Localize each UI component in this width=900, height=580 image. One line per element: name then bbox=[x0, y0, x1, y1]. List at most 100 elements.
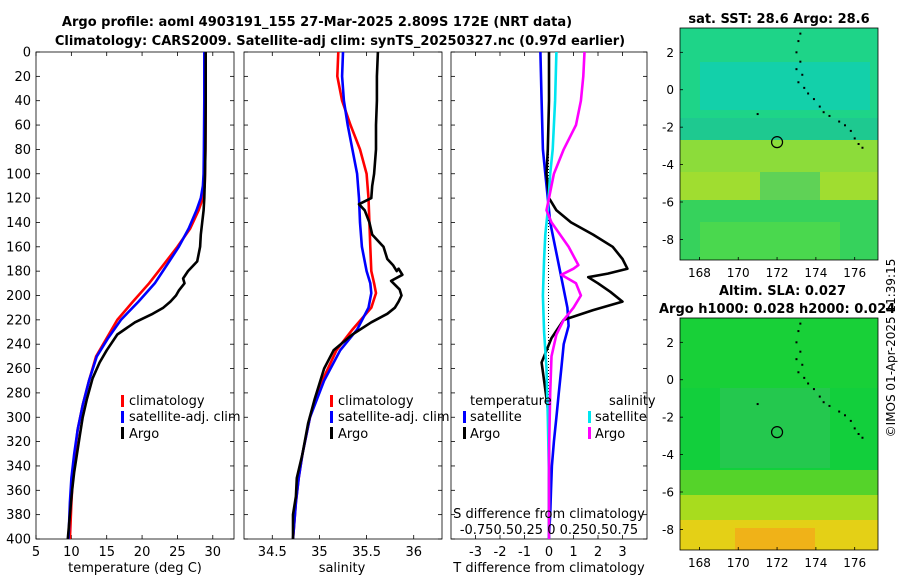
depth-tick-label: 320 bbox=[6, 435, 31, 450]
sla-map-island bbox=[812, 388, 815, 391]
sst-map-island bbox=[795, 68, 798, 71]
difference-xtick-label: 0 bbox=[545, 545, 553, 560]
depth-tick-label: 340 bbox=[6, 459, 31, 474]
salinity-legend: climatology satellite-adj. clim Argo bbox=[330, 394, 450, 442]
legend-swatch-t-satellite bbox=[463, 411, 466, 423]
sla-map-island bbox=[828, 404, 831, 407]
temperature-xtick-label: 20 bbox=[134, 545, 151, 560]
sla-map-ytick-label: 0 bbox=[666, 373, 674, 387]
sla-map-xtick-label: 176 bbox=[843, 556, 866, 570]
sst-map-xtick-label: 168 bbox=[688, 266, 711, 280]
sla-map-island bbox=[822, 401, 825, 404]
depth-tick-label: 100 bbox=[6, 167, 31, 182]
sla-map-ytick-label: -2 bbox=[662, 411, 674, 425]
sst-heatmap bbox=[680, 28, 878, 260]
difference-xtick-label: -3 bbox=[469, 545, 482, 560]
legend-swatch-t-argo bbox=[463, 427, 466, 439]
sla-map-island bbox=[861, 436, 864, 439]
legend-label: climatology bbox=[338, 394, 414, 409]
sla-map-xtick-label: 172 bbox=[766, 556, 789, 570]
sla-map-island bbox=[799, 322, 802, 325]
difference-series-s-satellite bbox=[541, 52, 558, 539]
sla-map-island bbox=[799, 350, 802, 353]
depth-tick-label: 240 bbox=[6, 338, 31, 353]
sst-map-island bbox=[853, 137, 856, 140]
legend-swatch-s-argo bbox=[588, 427, 591, 439]
sst-map-island bbox=[797, 81, 800, 84]
sla-map-island bbox=[844, 414, 846, 417]
depth-tick-label: 60 bbox=[14, 119, 31, 134]
temperature-legend: climatology satellite-adj. clim Argo bbox=[121, 394, 241, 442]
salinity-xtick-label: 35.5 bbox=[352, 545, 381, 560]
sst-map-island bbox=[838, 120, 841, 123]
difference-xtick-label: 3 bbox=[618, 545, 626, 560]
sla-map-island bbox=[797, 371, 800, 374]
legend-label: climatology bbox=[129, 394, 205, 409]
sst-map-island bbox=[849, 129, 852, 132]
sst-map-title: sat. SST: 28.6 Argo: 28.6 bbox=[688, 12, 869, 27]
temperature-xtick-label: 15 bbox=[98, 545, 115, 560]
salinity-xtick-label: 35 bbox=[311, 545, 328, 560]
sla-map-xtick-label: 168 bbox=[688, 556, 711, 570]
sst-map-island bbox=[803, 86, 806, 89]
difference-xtick-label: 2 bbox=[594, 545, 602, 560]
sst-map-xtick-label: 172 bbox=[766, 266, 789, 280]
legend-swatch-s-satellite bbox=[588, 411, 591, 423]
depth-tick-label: 180 bbox=[6, 265, 31, 280]
legend-label: Argo bbox=[470, 427, 500, 442]
sst-map-island bbox=[756, 113, 759, 116]
legend-label: Argo bbox=[338, 427, 368, 442]
legend-swatch-argo bbox=[121, 427, 124, 439]
sla-map-title-2: Argo h1000: 0.028 h2000: 0.024 bbox=[659, 302, 895, 317]
sla-map-island bbox=[756, 403, 759, 406]
salinity-axes bbox=[243, 51, 443, 540]
sst-map-island bbox=[844, 124, 846, 127]
sla-map-island bbox=[849, 419, 852, 422]
sst-map-ytick-label: -8 bbox=[662, 233, 674, 247]
sst-map-ytick-label: -6 bbox=[662, 196, 674, 210]
depth-tick-label: 120 bbox=[6, 192, 31, 207]
difference-xtick-label: 1 bbox=[569, 545, 577, 560]
temperature-xtick-label: 30 bbox=[205, 545, 222, 560]
depth-tick-label: 400 bbox=[6, 533, 31, 548]
sst-map-island bbox=[797, 40, 800, 43]
difference-xlabel: T difference from climatology bbox=[452, 561, 645, 576]
sst-map-xtick-label: 174 bbox=[804, 266, 827, 280]
sst-map-island bbox=[861, 146, 864, 149]
legend-label: Argo bbox=[595, 427, 625, 442]
legend-swatch-satellite bbox=[121, 411, 124, 423]
sla-map-island bbox=[795, 341, 798, 344]
sla-map-ytick-label: -4 bbox=[662, 448, 674, 462]
temperature-series-climatology bbox=[68, 52, 207, 539]
difference-xtick-label: -2 bbox=[494, 545, 507, 560]
depth-tick-label: 80 bbox=[14, 143, 31, 158]
depth-tick-label: 0 bbox=[23, 46, 31, 61]
sst-map-island bbox=[807, 92, 810, 95]
sla-map-argo-marker bbox=[770, 426, 784, 439]
difference-legend: temperature salinity satellite Argo sate… bbox=[463, 394, 656, 442]
sla-map-island bbox=[807, 382, 810, 385]
sla-heatmap bbox=[680, 318, 878, 550]
sst-map-ytick-label: -2 bbox=[662, 121, 674, 135]
legend-label: satellite bbox=[595, 410, 647, 425]
salinity-xlabel: salinity bbox=[319, 561, 366, 576]
sst-map-xtick-label: 170 bbox=[727, 266, 750, 280]
legend-title-temperature: temperature bbox=[470, 394, 552, 409]
sst-map-island bbox=[857, 143, 860, 145]
legend-swatch-argo bbox=[330, 427, 333, 439]
depth-tick-label: 160 bbox=[6, 240, 31, 255]
temperature-xtick-label: 25 bbox=[169, 545, 186, 560]
sst-map-ytick-label: 2 bbox=[666, 46, 674, 60]
salinity-series-argo bbox=[291, 52, 404, 539]
sst-map-island bbox=[799, 60, 802, 63]
sla-map-island bbox=[795, 358, 798, 361]
title-line-2: Climatology: CARS2009. Satellite-adj cli… bbox=[55, 34, 625, 49]
salinity-xtick-label: 34.5 bbox=[258, 545, 287, 560]
sla-map-island bbox=[801, 363, 804, 366]
sst-map-island bbox=[812, 98, 815, 101]
temperature-xtick-label: 5 bbox=[32, 545, 40, 560]
depth-tick-label: 360 bbox=[6, 484, 31, 499]
temperature-xtick-label: 10 bbox=[63, 545, 80, 560]
legend-label: satellite-adj. clim bbox=[338, 410, 450, 425]
